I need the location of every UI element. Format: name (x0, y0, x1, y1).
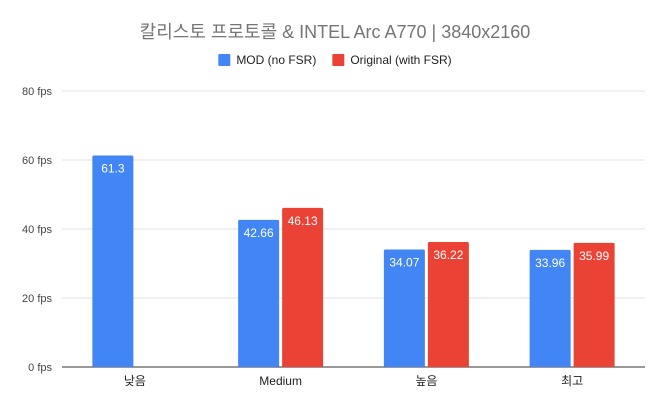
legend-item: MOD (no FSR) (218, 53, 316, 67)
legend-label: Original (with FSR) (350, 53, 451, 67)
bar-value-label: 61.3 (101, 162, 125, 176)
bar-value-label: 42.66 (244, 226, 274, 240)
y-axis-ticks: 0 fps 20 fps 40 fps 60 fps 80 fps (22, 86, 52, 374)
bar-value-label: 34.07 (389, 255, 419, 269)
legend: MOD (no FSR) Original (with FSR) (218, 53, 452, 67)
legend-swatch (218, 54, 231, 66)
bar (573, 242, 615, 367)
bar (238, 219, 280, 367)
y-tick-label: 40 fps (22, 224, 52, 236)
bar-value-label: 46.13 (288, 214, 318, 228)
chart-title: 칼리스토 프로토콜 & INTEL Arc A770 | 3840x2160 (140, 22, 531, 42)
y-tick-label: 60 fps (22, 155, 52, 167)
bar (282, 207, 324, 367)
y-tick-label: 0 fps (28, 362, 52, 374)
x-axis-labels: 낮음 Medium 높음 최고 (124, 374, 583, 388)
bar-value-labels: 61.3 42.66 46.13 34.07 36.22 33.96 35.99 (101, 162, 609, 270)
x-tick-label: 최고 (561, 374, 583, 388)
bar (383, 249, 425, 367)
legend-item: Original (with FSR) (332, 53, 452, 67)
bar (92, 155, 134, 367)
bar-value-label: 35.99 (579, 249, 609, 263)
x-tick-label: 낮음 (124, 374, 146, 388)
bar (427, 242, 469, 367)
bar-value-label: 33.96 (535, 256, 565, 270)
legend-swatch (332, 54, 345, 66)
bars (92, 155, 615, 367)
legend-label: MOD (no FSR) (236, 53, 316, 67)
y-tick-label: 80 fps (22, 86, 52, 98)
bar-value-label: 36.22 (433, 248, 463, 262)
x-tick-label: 높음 (415, 374, 437, 388)
y-tick-label: 20 fps (22, 293, 52, 305)
x-tick-label: Medium (259, 374, 302, 388)
bar (529, 249, 571, 367)
